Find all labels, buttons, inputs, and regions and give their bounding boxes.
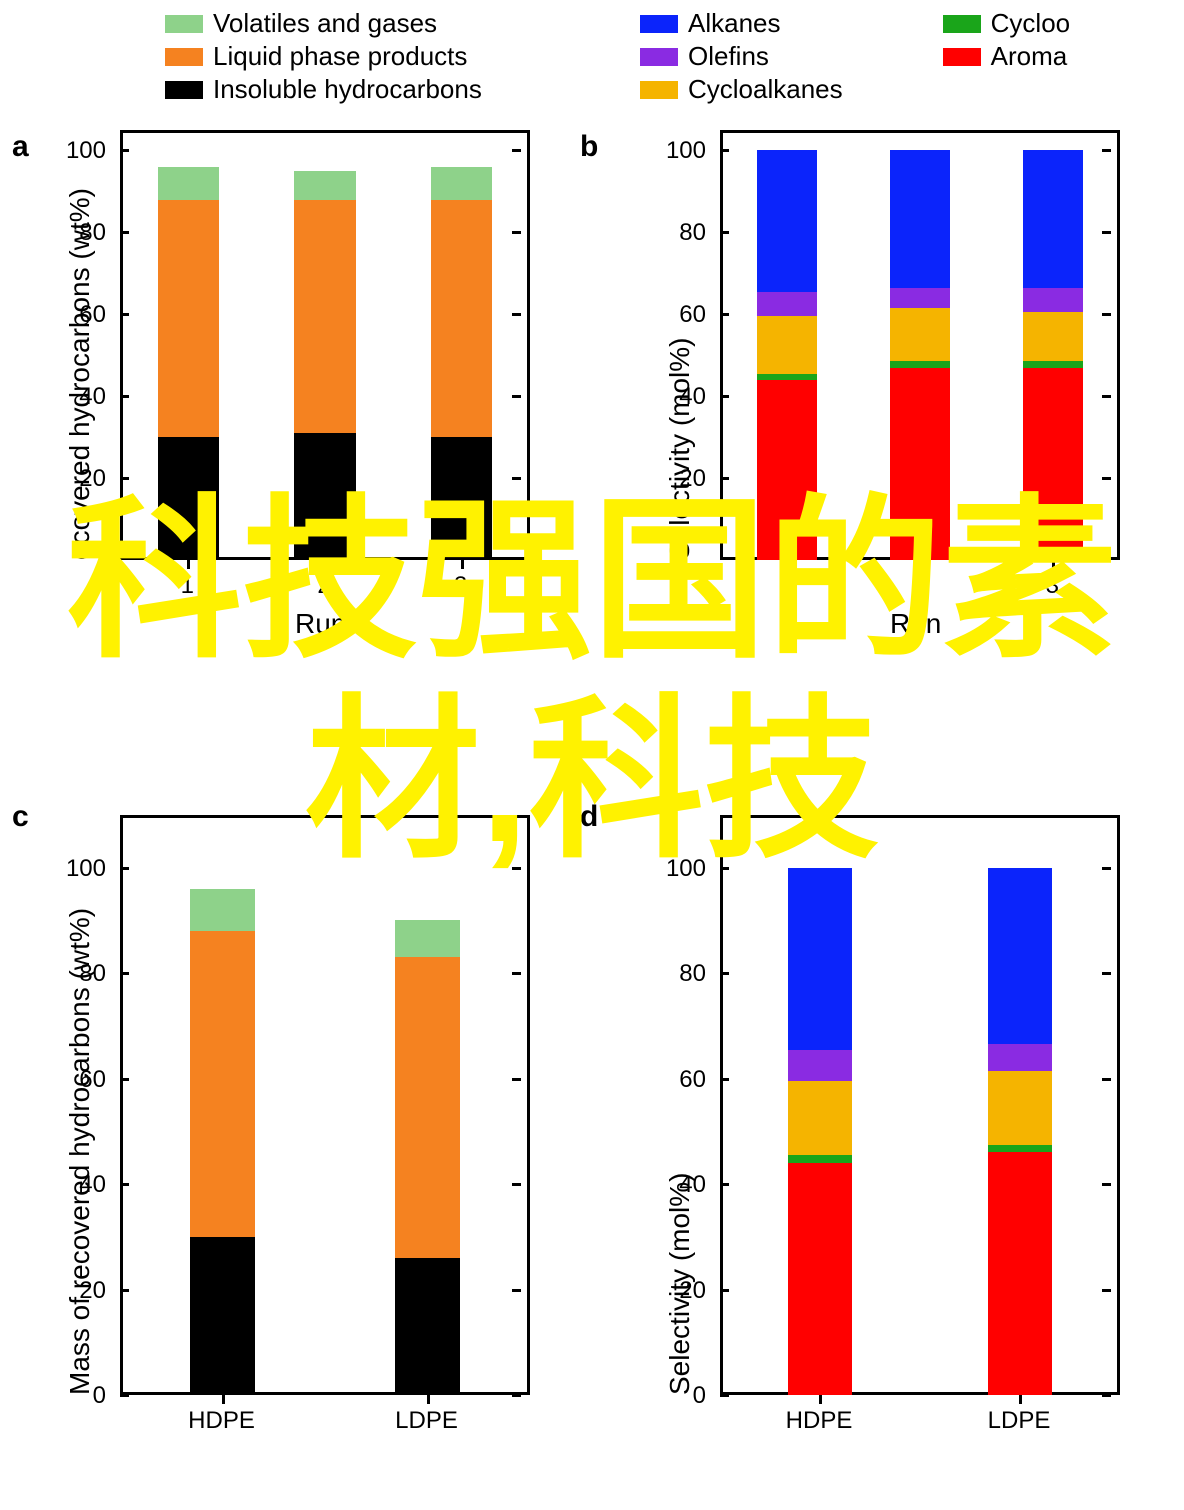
- ytick-label: 60: [679, 301, 706, 329]
- legend-label: Cycloalkanes: [688, 74, 843, 105]
- legend-item: Aroma: [943, 41, 1070, 72]
- legend-label: Liquid phase products: [213, 41, 467, 72]
- panel-label-a: a: [12, 130, 29, 164]
- bar-d-LDPE-olefins: [988, 1044, 1052, 1070]
- bar-a-1-volatiles: [158, 167, 220, 200]
- xtick-label: LDPE: [395, 1407, 458, 1435]
- bar-b-2-olefins: [890, 288, 950, 308]
- bar-d-LDPE-cycloolefins: [988, 1145, 1052, 1153]
- bar-c-LDPE-liquid: [395, 957, 461, 1258]
- bar-d-HDPE-cycloalkanes: [788, 1081, 852, 1155]
- legend-item: Cycloo: [943, 8, 1070, 39]
- legend-item: Alkanes: [640, 8, 843, 39]
- legend-label: Alkanes: [688, 8, 781, 39]
- bar-c-HDPE-insoluble: [190, 1237, 256, 1395]
- xtick-label: HDPE: [786, 1407, 853, 1435]
- bar-b-2-alkanes: [890, 150, 950, 287]
- overlay-line-2: 材,科技: [0, 690, 1184, 874]
- legend-swatch: [640, 15, 678, 33]
- bar-b-1-alkanes: [757, 150, 817, 291]
- bar-a-2-volatiles: [294, 171, 356, 200]
- bar-a-3-volatiles: [431, 167, 493, 200]
- bar-b-2-cycloolefins: [890, 361, 950, 367]
- ytick-label: 100: [66, 137, 106, 165]
- bar-b-3-alkanes: [1023, 150, 1083, 287]
- legend-label: Volatiles and gases: [213, 8, 437, 39]
- bar-d-HDPE-alkanes: [788, 868, 852, 1050]
- ytick-label: 80: [679, 960, 706, 988]
- bar-b-2-cycloalkanes: [890, 308, 950, 361]
- legend-swatch: [640, 81, 678, 99]
- legend-swatch: [640, 48, 678, 66]
- legend-label: Aroma: [991, 41, 1068, 72]
- bar-c-LDPE-volatiles: [395, 920, 461, 957]
- bar-d-HDPE-aromatics: [788, 1163, 852, 1395]
- legend-label: Insoluble hydrocarbons: [213, 74, 482, 105]
- legend-label: Olefins: [688, 41, 769, 72]
- bar-b-1-cycloalkanes: [757, 316, 817, 373]
- bar-b-3-cycloalkanes: [1023, 312, 1083, 361]
- bar-d-HDPE-olefins: [788, 1050, 852, 1082]
- y-axis-label-d: Selectivity (mol%): [664, 1173, 696, 1395]
- chart-d: [720, 815, 1120, 1395]
- ytick-label: 60: [679, 1066, 706, 1094]
- legend-item: Cycloalkanes: [640, 74, 843, 105]
- bar-c-LDPE-insoluble: [395, 1258, 461, 1395]
- legend-label: Cycloo: [991, 8, 1070, 39]
- legend-swatch: [943, 15, 981, 33]
- legend-swatch: [165, 15, 203, 33]
- panel-label-b: b: [580, 130, 598, 164]
- legend-item: Olefins: [640, 41, 843, 72]
- bar-a-3-liquid: [431, 200, 493, 438]
- bar-a-1-liquid: [158, 200, 220, 438]
- y-axis-label-c: Mass of recovered hydrocarbons (wt%): [64, 908, 96, 1395]
- bar-b-3-olefins: [1023, 288, 1083, 313]
- bar-b-1-cycloolefins: [757, 374, 817, 380]
- bar-d-LDPE-alkanes: [988, 868, 1052, 1045]
- legend-item: Volatiles and gases: [165, 8, 482, 39]
- legend-left: Volatiles and gasesLiquid phase products…: [165, 8, 482, 107]
- bar-b-3-cycloolefins: [1023, 361, 1083, 367]
- bar-c-HDPE-liquid: [190, 931, 256, 1237]
- legend-item: Insoluble hydrocarbons: [165, 74, 482, 105]
- ytick-label: 80: [679, 219, 706, 247]
- overlay-line-1: 科技强国的素: [0, 490, 1184, 674]
- bar-b-1-olefins: [757, 292, 817, 317]
- bar-c-HDPE-volatiles: [190, 889, 256, 931]
- bar-d-HDPE-cycloolefins: [788, 1155, 852, 1163]
- legend-swatch: [165, 48, 203, 66]
- legend-item: Liquid phase products: [165, 41, 482, 72]
- bar-a-2-liquid: [294, 200, 356, 433]
- legend-right: AlkanesOlefinsCycloalkanes CyclooAroma: [640, 8, 1070, 107]
- bar-d-LDPE-cycloalkanes: [988, 1071, 1052, 1145]
- legend-swatch: [165, 81, 203, 99]
- ytick-label: 100: [666, 137, 706, 165]
- legend-swatch: [943, 48, 981, 66]
- chart-c: [120, 815, 530, 1395]
- xtick-label: LDPE: [988, 1407, 1051, 1435]
- xtick-label: HDPE: [188, 1407, 255, 1435]
- bar-d-LDPE-aromatics: [988, 1152, 1052, 1395]
